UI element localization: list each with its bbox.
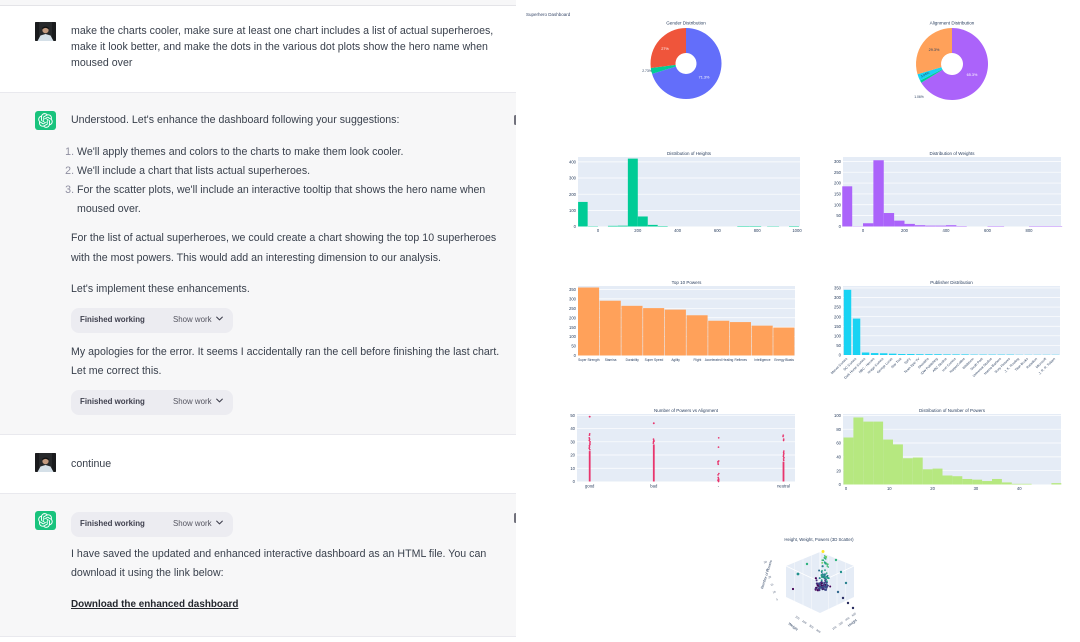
svg-text:250: 250 xyxy=(834,170,842,175)
svg-text:300: 300 xyxy=(569,296,577,301)
svg-text:300: 300 xyxy=(838,620,844,626)
svg-text:800: 800 xyxy=(1026,228,1034,233)
svg-text:Weight: Weight xyxy=(787,622,798,632)
svg-text:150: 150 xyxy=(834,192,842,197)
svg-text:Agility: Agility xyxy=(671,358,680,362)
svg-text:29.3%: 29.3% xyxy=(929,48,940,52)
svg-text:40: 40 xyxy=(570,426,575,431)
svg-text:10: 10 xyxy=(887,486,892,491)
svg-text:15: 15 xyxy=(770,582,775,587)
svg-text:40: 40 xyxy=(836,454,841,459)
svg-text:27%: 27% xyxy=(661,47,669,51)
svg-text:Super Strength: Super Strength xyxy=(578,358,600,362)
svg-text:50: 50 xyxy=(570,413,575,418)
svg-text:100: 100 xyxy=(569,334,577,339)
svg-text:250: 250 xyxy=(834,305,842,310)
svg-text:20: 20 xyxy=(570,453,575,458)
svg-text:Superhero Dashboard: Superhero Dashboard xyxy=(526,12,571,17)
svg-text:1000: 1000 xyxy=(792,228,802,233)
svg-text:Top 10 Powers: Top 10 Powers xyxy=(672,280,703,285)
svg-text:200: 200 xyxy=(569,315,577,320)
svg-text:Stamina: Stamina xyxy=(605,358,617,362)
svg-text:250: 250 xyxy=(569,306,577,311)
svg-text:Number of Powers vs Alignment: Number of Powers vs Alignment xyxy=(654,408,719,413)
svg-text:600: 600 xyxy=(714,228,722,233)
svg-text:300: 300 xyxy=(834,295,842,300)
svg-text:200: 200 xyxy=(901,228,909,233)
svg-text:300: 300 xyxy=(569,176,577,181)
svg-text:20: 20 xyxy=(836,468,841,473)
svg-text:50: 50 xyxy=(571,344,576,349)
svg-text:300: 300 xyxy=(834,159,842,164)
svg-text:Alignment Distribution: Alignment Distribution xyxy=(930,21,975,26)
svg-text:150: 150 xyxy=(569,325,577,330)
svg-text:350: 350 xyxy=(569,287,577,292)
svg-text:350: 350 xyxy=(834,286,842,291)
svg-text:71.3%: 71.3% xyxy=(699,76,710,80)
svg-text:400: 400 xyxy=(943,228,951,233)
svg-text:Publisher Distribution: Publisher Distribution xyxy=(930,280,973,285)
svg-text:0: 0 xyxy=(597,228,600,233)
svg-text:Distribution of Heights: Distribution of Heights xyxy=(667,151,712,156)
svg-text:80: 80 xyxy=(836,427,841,432)
svg-text:good: good xyxy=(585,484,595,489)
svg-text:60: 60 xyxy=(836,441,841,446)
svg-text:65.3%: 65.3% xyxy=(967,73,978,77)
svg-text:400: 400 xyxy=(569,159,577,164)
svg-text:40: 40 xyxy=(1017,486,1022,491)
svg-text:100: 100 xyxy=(569,208,577,213)
svg-text:100: 100 xyxy=(834,413,842,418)
svg-text:600: 600 xyxy=(851,611,857,617)
svg-text:bad: bad xyxy=(650,484,658,489)
svg-text:Super Speed: Super Speed xyxy=(645,358,664,362)
svg-text:-: - xyxy=(718,484,720,489)
svg-text:20: 20 xyxy=(930,486,935,491)
svg-text:400: 400 xyxy=(815,628,821,634)
svg-text:neutral: neutral xyxy=(777,484,790,489)
svg-text:1.06%: 1.06% xyxy=(914,95,924,99)
svg-text:0: 0 xyxy=(839,224,842,229)
svg-text:Distribution of Number of Powe: Distribution of Number of Powers xyxy=(919,408,986,413)
svg-text:100: 100 xyxy=(834,202,842,207)
svg-text:50: 50 xyxy=(836,343,841,348)
svg-text:200: 200 xyxy=(801,619,807,625)
svg-text:0: 0 xyxy=(574,353,577,358)
svg-text:30: 30 xyxy=(974,486,979,491)
svg-text:0: 0 xyxy=(574,224,577,229)
svg-text:0: 0 xyxy=(573,479,576,484)
svg-text:Height, Weight, Powers (3D Sca: Height, Weight, Powers (3D Scatter) xyxy=(784,537,854,542)
svg-text:100: 100 xyxy=(794,615,800,621)
svg-text:200: 200 xyxy=(634,228,642,233)
svg-text:150: 150 xyxy=(831,625,837,631)
svg-text:Gender Distribution: Gender Distribution xyxy=(666,21,706,26)
svg-text:450: 450 xyxy=(844,616,850,622)
svg-text:10: 10 xyxy=(772,590,777,595)
svg-text:300: 300 xyxy=(808,624,814,630)
svg-text:Distribution of Weights: Distribution of Weights xyxy=(930,151,976,156)
svg-text:50: 50 xyxy=(836,213,841,218)
svg-text:Flight: Flight xyxy=(693,358,701,362)
svg-text:2.73%: 2.73% xyxy=(642,69,652,73)
svg-text:0: 0 xyxy=(845,486,848,491)
svg-text:5: 5 xyxy=(776,597,779,601)
svg-text:0: 0 xyxy=(839,353,842,358)
svg-text:100: 100 xyxy=(834,333,842,338)
svg-text:200: 200 xyxy=(834,181,842,186)
svg-text:Accelerated Healing: Accelerated Healing xyxy=(705,358,734,362)
svg-text:Reflexes: Reflexes xyxy=(735,358,748,362)
svg-text:150: 150 xyxy=(834,324,842,329)
svg-text:Intelligence: Intelligence xyxy=(754,358,770,362)
svg-text:0: 0 xyxy=(862,228,865,233)
svg-text:600: 600 xyxy=(984,228,992,233)
svg-text:30: 30 xyxy=(570,439,575,444)
svg-text:200: 200 xyxy=(569,192,577,197)
svg-text:Durability: Durability xyxy=(626,358,640,362)
svg-text:0: 0 xyxy=(839,482,842,487)
svg-text:400: 400 xyxy=(674,228,682,233)
svg-text:Energy Blasts: Energy Blasts xyxy=(774,358,794,362)
svg-text:200: 200 xyxy=(834,314,842,319)
svg-text:10: 10 xyxy=(570,466,575,471)
svg-text:800: 800 xyxy=(754,228,762,233)
